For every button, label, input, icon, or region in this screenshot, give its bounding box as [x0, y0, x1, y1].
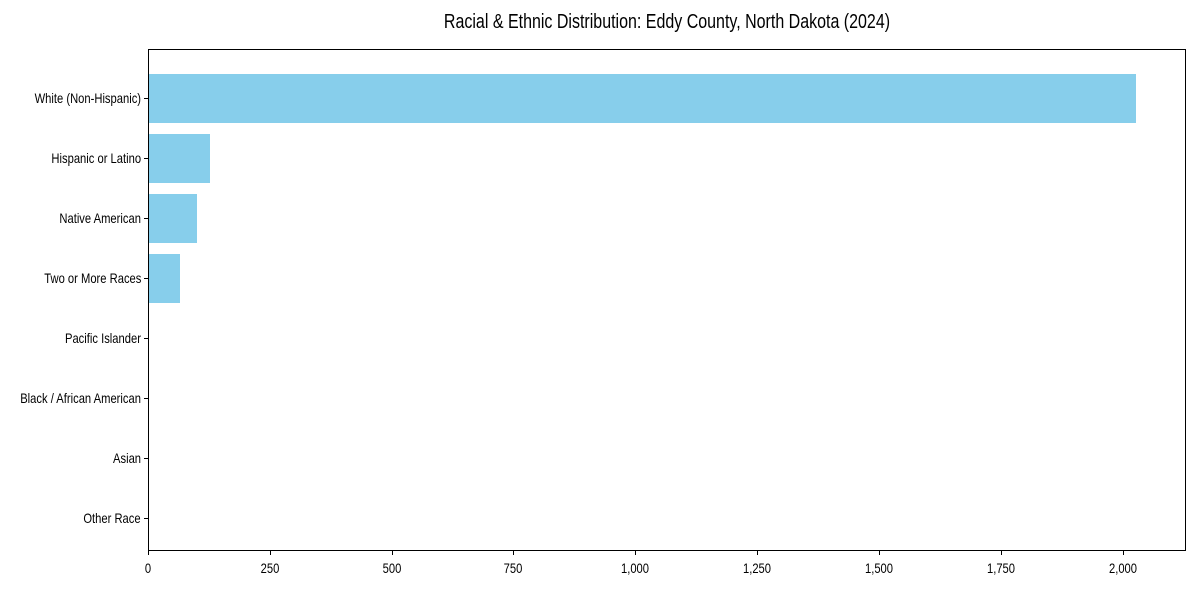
- y-tick: [144, 217, 148, 219]
- x-tick-label: 1,000: [621, 560, 650, 576]
- x-tick-label: 2,000: [1108, 560, 1137, 576]
- y-axis-label: Hispanic or Latino: [51, 149, 141, 166]
- y-axis-label: Native American: [59, 209, 141, 226]
- bar-white-non-hispanic: [149, 74, 1136, 123]
- y-axis-label: Two or More Races: [43, 269, 141, 286]
- x-tick: [269, 551, 271, 555]
- y-axis-label: Pacific Islander: [65, 329, 141, 346]
- y-tick: [144, 277, 148, 279]
- x-tick: [878, 551, 880, 555]
- x-tick: [1000, 551, 1002, 555]
- x-tick: [1122, 551, 1124, 555]
- x-tick: [513, 551, 515, 555]
- plot-area: [148, 49, 1186, 551]
- y-tick: [144, 337, 148, 339]
- x-tick: [148, 551, 149, 555]
- y-tick: [144, 157, 148, 159]
- y-axis-label: White (Non-Hispanic): [34, 89, 141, 106]
- y-tick: [144, 517, 148, 519]
- x-tick: [391, 551, 393, 555]
- x-tick-label: 0: [144, 560, 152, 576]
- x-tick-label: 1,250: [743, 560, 772, 576]
- y-axis-label: Black / African American: [20, 389, 141, 406]
- bar-native-american: [149, 194, 198, 243]
- y-tick: [144, 97, 148, 99]
- x-tick-label: 250: [260, 560, 280, 576]
- chart-title: Racial & Ethnic Distribution: Eddy Count…: [443, 11, 891, 33]
- y-axis-label: Other Race: [83, 509, 141, 526]
- bar-two-or-more-races: [149, 254, 180, 303]
- x-tick-label: 1,500: [864, 560, 893, 576]
- x-tick-label: 750: [504, 560, 523, 576]
- x-tick-label: 1,750: [986, 560, 1015, 576]
- y-tick: [144, 457, 148, 459]
- bar-hispanic-or-latino: [149, 134, 211, 183]
- x-tick: [635, 551, 637, 555]
- y-axis-label: Asian: [112, 449, 141, 466]
- x-tick-label: 500: [382, 560, 401, 576]
- x-tick: [757, 551, 759, 555]
- y-tick: [144, 397, 148, 399]
